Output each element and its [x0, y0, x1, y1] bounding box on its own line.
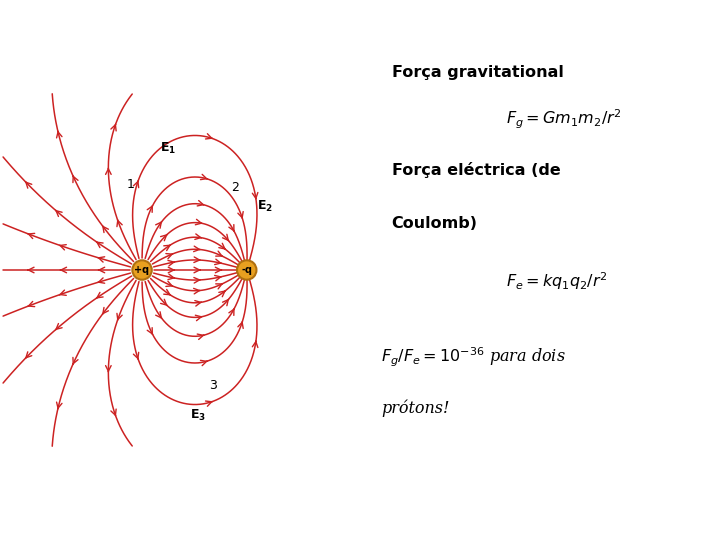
Text: -q: -q	[241, 265, 252, 275]
Text: Coulomb): Coulomb)	[392, 216, 477, 231]
Text: $F_e = kq_1q_2/r^2$: $F_e = kq_1q_2/r^2$	[505, 270, 608, 292]
Text: Força gravitational: Força gravitational	[392, 65, 564, 80]
Circle shape	[237, 260, 256, 280]
Text: 2: 2	[232, 181, 240, 194]
Text: $\mathbf{E_3}$: $\mathbf{E_3}$	[190, 408, 206, 423]
Text: 3: 3	[209, 380, 217, 393]
Text: $F_g = Gm_1m_2/r^2$: $F_g = Gm_1m_2/r^2$	[505, 108, 621, 131]
Circle shape	[132, 260, 152, 280]
Text: 1: 1	[127, 178, 135, 191]
Text: prótons!: prótons!	[382, 400, 450, 417]
Text: Força eléctrica (de: Força eléctrica (de	[392, 162, 560, 178]
Text: $F_g/F_e = 10^{-36}$ para dois: $F_g/F_e = 10^{-36}$ para dois	[382, 346, 566, 369]
Text: $\mathbf{E_2}$: $\mathbf{E_2}$	[258, 199, 274, 214]
Text: +q: +q	[135, 265, 150, 275]
Text: $\mathbf{E_1}$: $\mathbf{E_1}$	[160, 141, 176, 157]
